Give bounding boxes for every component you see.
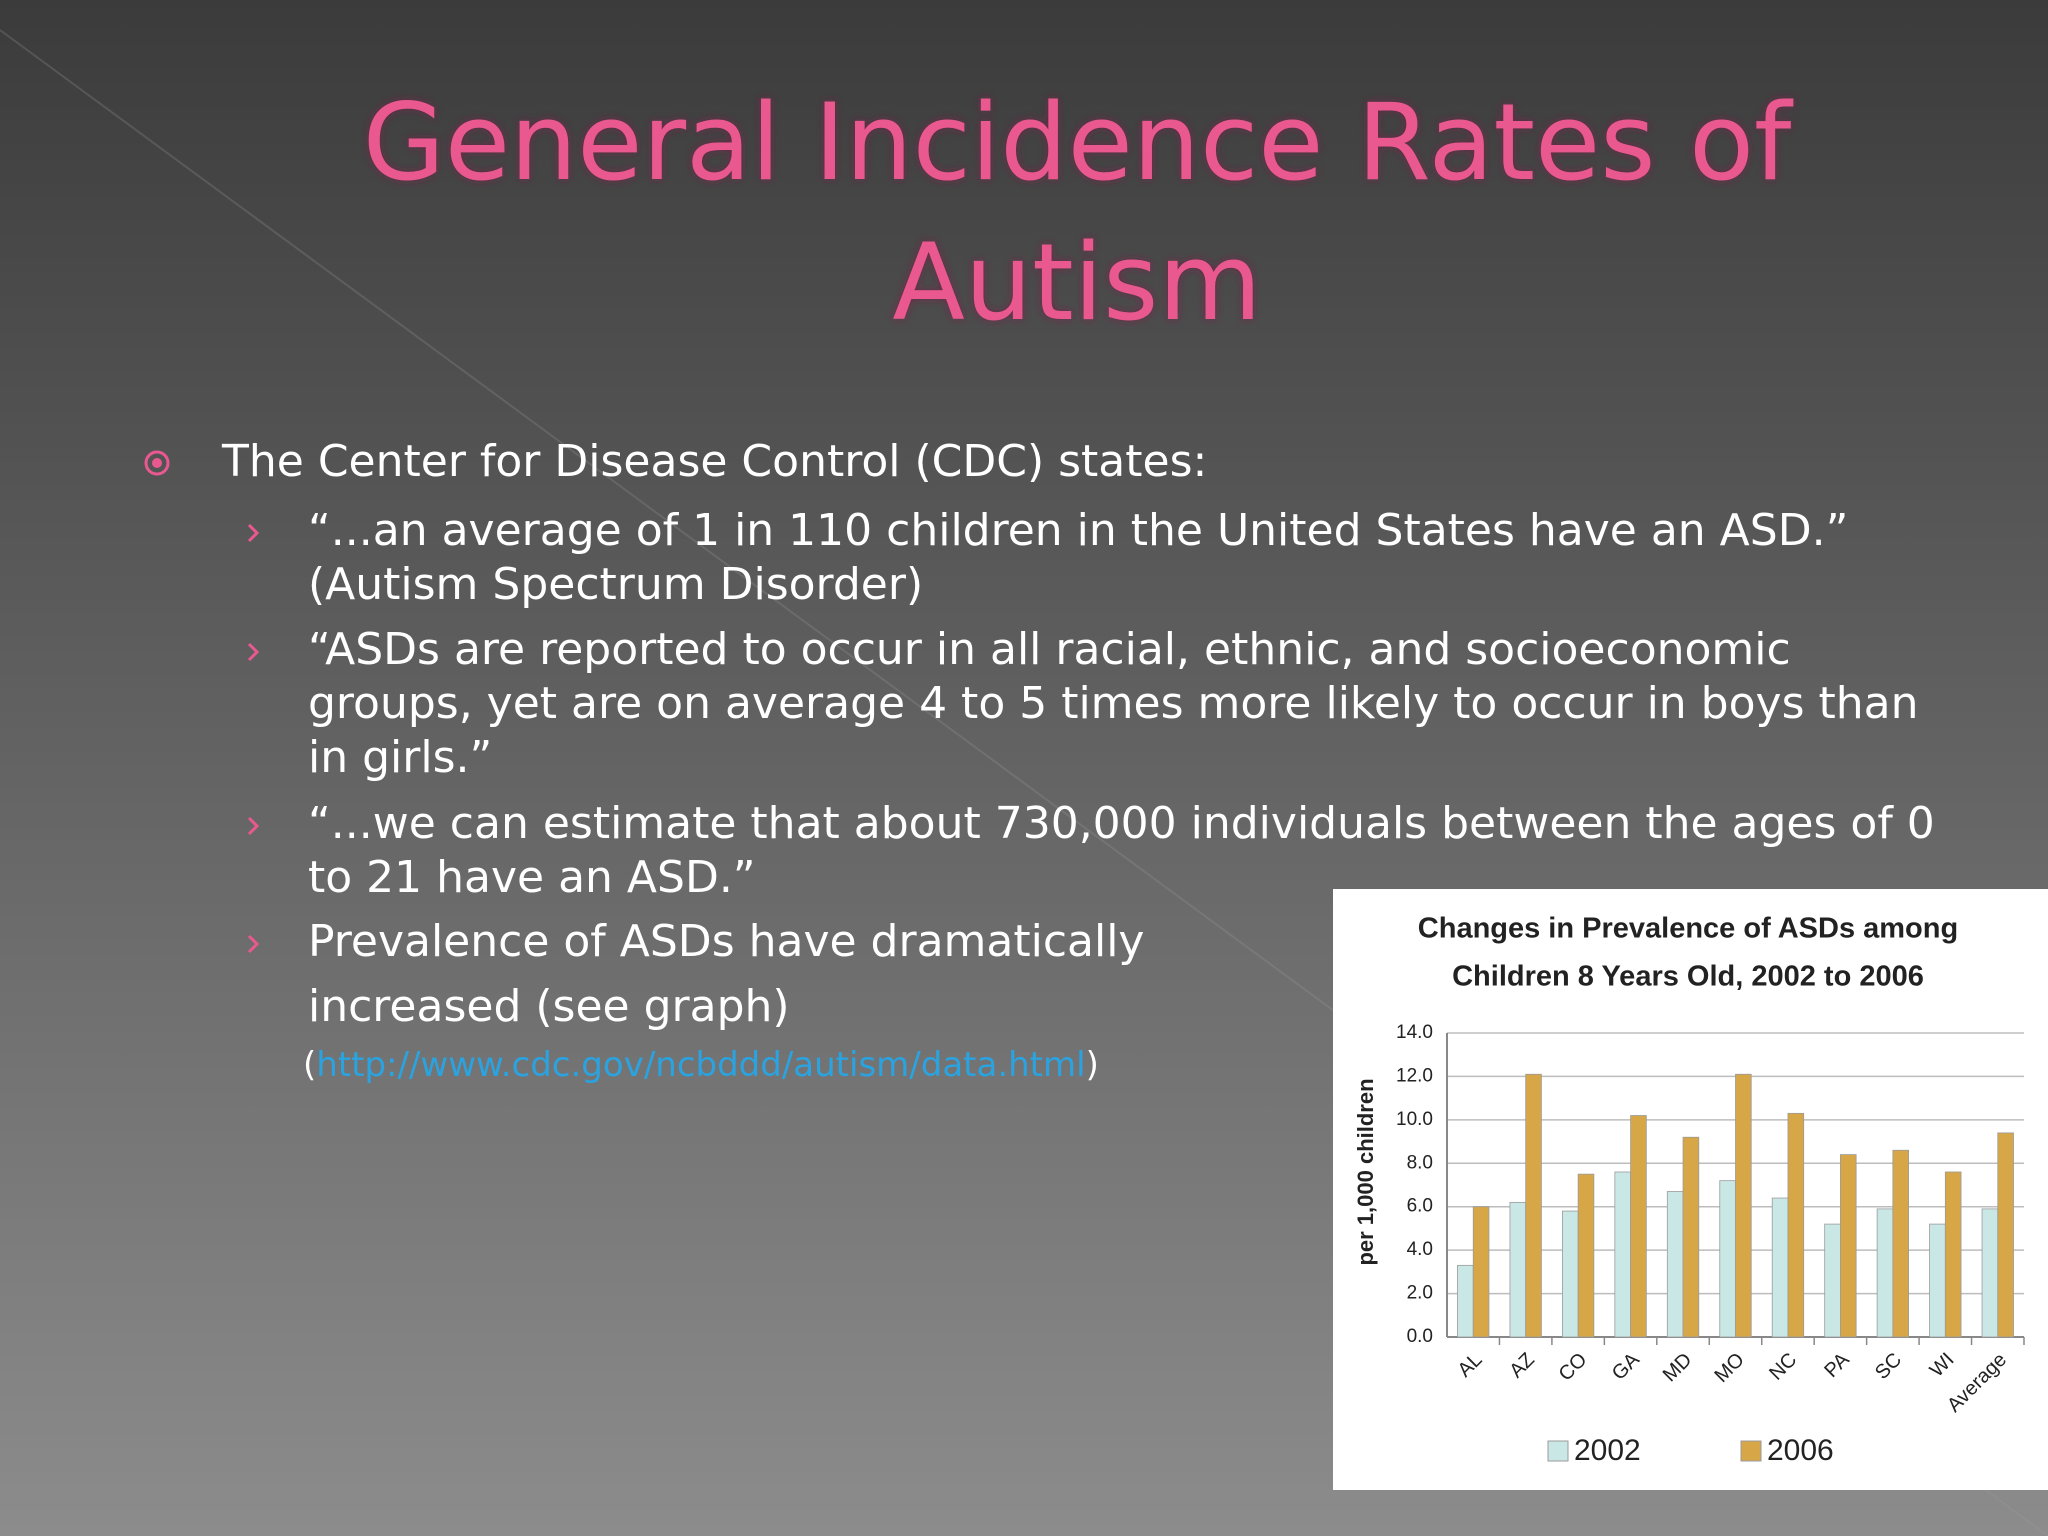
bar	[1876, 1208, 1894, 1338]
chart-title: Children 8 Years Old, 2002 to 2006	[1452, 961, 1924, 993]
bar	[1577, 1173, 1595, 1338]
source-text: (http://www.cdc.gov/ncbddd/autism/data.h…	[303, 1045, 1099, 1085]
slide-title: General Incidence Rates of	[363, 81, 1794, 204]
y-tick-label: 8.0	[1407, 1152, 1433, 1173]
y-tick-label: 2.0	[1407, 1283, 1433, 1304]
sub-bullet-text: “ASDs are reported to occur in all racia…	[308, 624, 1791, 675]
bar	[1562, 1210, 1579, 1338]
bar	[1682, 1136, 1700, 1338]
bar	[1840, 1154, 1857, 1338]
sub-bullet-text: “...we can estimate that about 730,000 i…	[308, 798, 1935, 849]
sub-bullet-text: (Autism Spectrum Disorder)	[308, 559, 923, 610]
bar	[1735, 1073, 1752, 1338]
source-link[interactable]: http://www.cdc.gov/ncbddd/autism/data.ht…	[316, 1045, 1085, 1085]
y-tick-label: 0.0	[1407, 1326, 1433, 1347]
chevron-icon	[247, 816, 260, 836]
bar	[1509, 1201, 1527, 1338]
y-tick-label: 4.0	[1407, 1239, 1433, 1260]
sub-bullet-text: in girls.”	[308, 732, 492, 783]
sub-bullet-text: increased (see graph)	[308, 981, 790, 1032]
bar	[1997, 1132, 2014, 1338]
chevron-icon	[247, 934, 260, 954]
bar	[1771, 1197, 1789, 1338]
bar	[1525, 1073, 1542, 1338]
y-tick-label: 6.0	[1407, 1196, 1433, 1217]
bullet-icon	[144, 450, 170, 476]
bullet-text: The Center for Disease Control (CDC) sta…	[221, 436, 1207, 487]
bar	[1666, 1191, 1684, 1338]
legend-swatch	[1547, 1440, 1569, 1462]
sub-bullet-text: to 21 have an ASD.”	[308, 852, 756, 903]
bar	[1614, 1171, 1631, 1338]
bar	[1892, 1149, 1910, 1338]
bar	[1472, 1206, 1490, 1338]
bar	[1824, 1223, 1841, 1338]
slide-title: Autism	[892, 221, 1261, 344]
bar	[1457, 1264, 1474, 1338]
bar	[1787, 1112, 1805, 1338]
legend-label: 2002	[1574, 1434, 1641, 1467]
sub-bullet-text: Prevalence of ASDs have dramatically	[308, 916, 1144, 967]
bar	[1944, 1171, 1962, 1338]
y-axis-label: per 1,000 children	[1353, 1078, 1378, 1265]
bar	[1929, 1223, 1946, 1338]
chart-title: Changes in Prevalence of ASDs among	[1418, 913, 1958, 945]
source-paren: )	[1086, 1045, 1099, 1085]
bar	[1981, 1208, 1999, 1338]
y-tick-label: 14.0	[1396, 1022, 1433, 1043]
bar	[1630, 1115, 1647, 1338]
chevron-icon	[247, 642, 260, 662]
y-tick-label: 12.0	[1396, 1065, 1433, 1086]
sub-bullet-text: “...an average of 1 in 110 children in t…	[308, 505, 1848, 556]
sub-bullet-text: groups, yet are on average 4 to 5 times …	[308, 678, 1918, 729]
source-paren: (	[303, 1045, 316, 1085]
bar	[1719, 1180, 1736, 1338]
y-tick-label: 10.0	[1396, 1109, 1433, 1130]
chevron-icon	[247, 523, 260, 543]
legend-swatch	[1740, 1440, 1762, 1462]
legend-label: 2006	[1767, 1434, 1834, 1467]
